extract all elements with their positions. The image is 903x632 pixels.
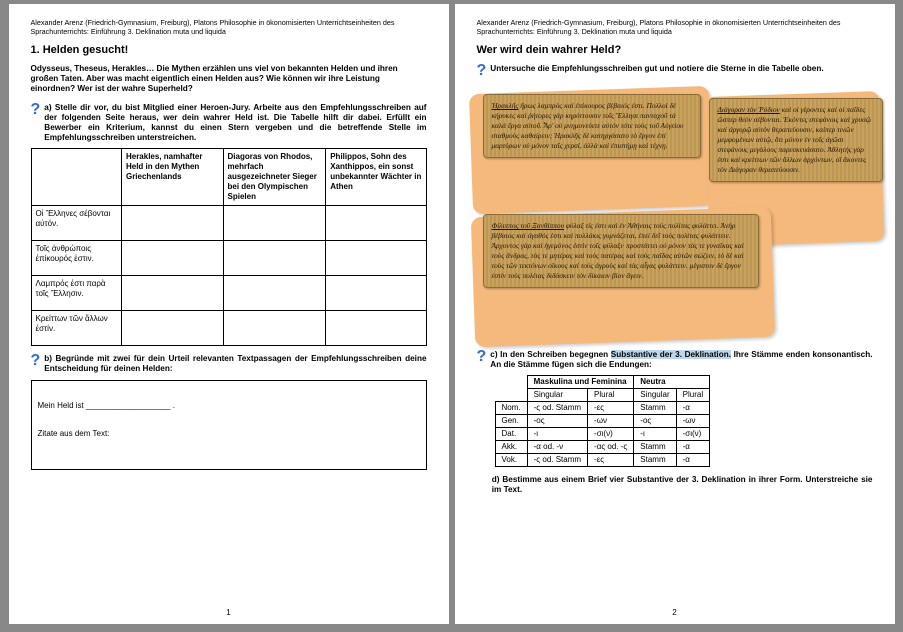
decl-group-mf: Maskulina und Feminina xyxy=(527,375,634,388)
decl-cell: Stamm xyxy=(634,401,676,414)
decl-pl: Plural xyxy=(676,388,709,401)
decl-cell: Vok. xyxy=(495,453,527,466)
intro-text: Odysseus, Theseus, Herakles… Die Mythen … xyxy=(31,64,427,95)
scroll-1-body: ἥρως λαμπρὸς καὶ ἐπίκουρος βέβαιός ἐστι.… xyxy=(492,101,684,150)
decl-cell: Akk. xyxy=(495,440,527,453)
decl-cell: -α od. -ν xyxy=(527,440,587,453)
scroll-2-head: Διάγοραν τὸν Ῥόδιον xyxy=(718,105,780,114)
scroll-2-body: καὶ οἱ γέροντες καὶ οἱ παῖδες ὥσπερ θεὸν… xyxy=(718,105,871,174)
decl-cell: -ι xyxy=(527,427,587,440)
task-b: ? b) Begründe mit zwei für dein Urteil r… xyxy=(31,354,427,375)
task-a: ? a) Stelle dir vor, du bist Mitglied ei… xyxy=(31,103,427,144)
question-icon: ? xyxy=(477,350,487,364)
decl-cell: -ες xyxy=(588,401,634,414)
decl-cell: -ων xyxy=(676,414,709,427)
page-header: Alexander Arenz (Friedrich-Gymnasium, Fr… xyxy=(477,18,873,36)
decl-cell: -ων xyxy=(588,414,634,427)
decl-cell: -ος xyxy=(634,414,676,427)
decl-cell: -α xyxy=(676,453,709,466)
decl-cell: -ας od. -ς xyxy=(588,440,634,453)
declension-table: Maskulina und Feminina Neutra Singular P… xyxy=(495,375,711,467)
decl-cell: -σι(ν) xyxy=(588,427,634,440)
page-title: Wer wird dein wahrer Held? xyxy=(477,44,873,58)
decl-cell: Stamm xyxy=(634,440,676,453)
col-herakles: Herakles, namhafter Held in den Mythen G… xyxy=(121,148,223,205)
task-c-part1: c) In den Schreiben begegnen xyxy=(490,350,610,359)
col-diagoras: Diagoras von Rhodos, mehrfach ausgezeich… xyxy=(223,148,326,205)
decl-pl: Plural xyxy=(588,388,634,401)
decl-cell: Dat. xyxy=(495,427,527,440)
scroll-philippos: Φίλιππος τοῦ Ξανθίππου φύλαξ τίς ἐστι κα… xyxy=(483,214,759,288)
scroll-herakles: Ἡρακλῆς ἥρως λαμπρὸς καὶ ἐπίκουρος βέβαι… xyxy=(483,94,701,158)
scrolls-area: Ἡρακλῆς ἥρως λαμπρὸς καὶ ἐπίκουρος βέβαι… xyxy=(477,84,873,344)
decl-sg: Singular xyxy=(527,388,587,401)
row-2-label: Τοῖς ἀνθρώποις ἐπίκουρός ἐστιν. xyxy=(31,240,121,275)
page-number: 2 xyxy=(672,608,676,618)
page-2: Alexander Arenz (Friedrich-Gymnasium, Fr… xyxy=(455,4,895,624)
decl-cell: Gen. xyxy=(495,414,527,427)
decl-cell: -α xyxy=(676,440,709,453)
page-number: 1 xyxy=(226,608,230,618)
question-icon: ? xyxy=(477,64,487,78)
decl-cell: Stamm xyxy=(634,453,676,466)
decl-cell: -ος xyxy=(527,414,587,427)
task-b-text: b) Begründe mit zwei für dein Urteil rel… xyxy=(44,354,426,375)
decl-cell: -α xyxy=(676,401,709,414)
task-intro-text: Untersuche die Empfehlungsschreiben gut … xyxy=(490,64,823,74)
task-a-text: a) Stelle dir vor, du bist Mitglied eine… xyxy=(44,103,426,144)
decl-sg: Singular xyxy=(634,388,676,401)
task-d-text: d) Bestimme aus einem Brief vier Substan… xyxy=(492,475,873,496)
decl-cell: Nom. xyxy=(495,401,527,414)
col-philippos: Philippos, Sohn des Xanthippos, ein sons… xyxy=(326,148,426,205)
row-3-label: Λαμπρός ἐστι παρὰ τοῖς Ἕλλησιν. xyxy=(31,275,121,310)
task-d: d) Bestimme aus einem Brief vier Substan… xyxy=(477,475,873,496)
row-4-label: Κρείττων τῶν ἄλλων ἐστίν. xyxy=(31,310,121,345)
question-icon: ? xyxy=(31,354,41,368)
page-1: Alexander Arenz (Friedrich-Gymnasium, Fr… xyxy=(9,4,449,624)
decl-cell: -ες xyxy=(588,453,634,466)
answer-box: Mein Held ist ___________________ . Zita… xyxy=(31,380,427,470)
criteria-table: Herakles, namhafter Held in den Mythen G… xyxy=(31,148,427,346)
page-header: Alexander Arenz (Friedrich-Gymnasium, Fr… xyxy=(31,18,427,36)
task-c: ? c) In den Schreiben begegnen Substanti… xyxy=(477,350,873,371)
row-1-label: Οἱ Ἕλληνες σέβονται αὐτόν. xyxy=(31,205,121,240)
task-c-highlight: Substantive der 3. Deklination. xyxy=(611,350,731,359)
decl-cell: -σι(ν) xyxy=(676,427,709,440)
decl-group-n: Neutra xyxy=(634,375,710,388)
decl-cell: -ς od. Stamm xyxy=(527,401,587,414)
page-title: 1. Helden gesucht! xyxy=(31,44,427,58)
decl-cell: -ς od. Stamm xyxy=(527,453,587,466)
answer-line-hero: Mein Held ist ___________________ . xyxy=(38,401,420,411)
task-intro: ? Untersuche die Empfehlungsschreiben gu… xyxy=(477,64,873,78)
task-c-text: c) In den Schreiben begegnen Substantive… xyxy=(490,350,872,371)
scroll-diagoras: Διάγοραν τὸν Ῥόδιον καὶ οἱ γέροντες καὶ … xyxy=(709,98,883,182)
question-icon: ? xyxy=(31,103,41,117)
scroll-3-head: Φίλιππος τοῦ Ξανθίππου xyxy=(492,221,565,230)
decl-cell: -ι xyxy=(634,427,676,440)
scroll-1-head: Ἡρακλῆς xyxy=(492,101,519,110)
answer-line-quotes: Zitate aus dem Text: xyxy=(38,429,420,439)
